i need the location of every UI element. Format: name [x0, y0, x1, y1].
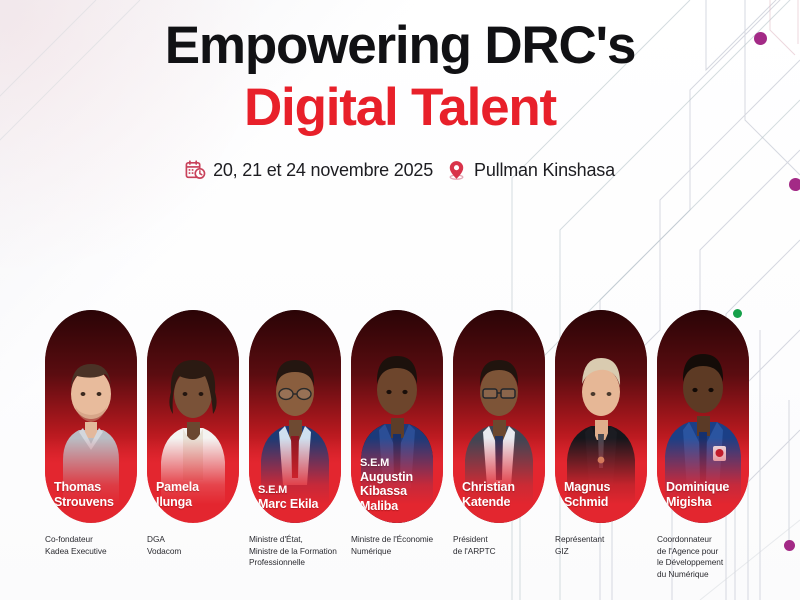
speaker-card-dominique-migisha: Dominique Migisha Coordonnateur de l'Agen… — [657, 310, 749, 590]
speaker-name-line-2: Ilunga — [156, 494, 192, 509]
location-pin-icon — [449, 161, 464, 180]
speakers-row: Thomas Strouvens Co-fondateur Kadea Execu… — [45, 310, 757, 590]
speaker-role: Ministre de l'Économie Numérique — [351, 534, 434, 556]
speaker-name: S.E.M Marc Ekila — [249, 484, 341, 512]
speaker-card-pamela-ilunga: Pamela Ilunga DGA Vodacom — [147, 310, 239, 590]
speaker-portrait-photo — [351, 310, 443, 523]
speaker-name: Thomas Strouvens — [45, 480, 137, 509]
speaker-name-line-2: Kibassa Maliba — [360, 484, 407, 513]
speaker-role: Ministre d'État, Ministre de la Formation… — [249, 534, 337, 567]
speaker-honorific: S.E.M — [258, 483, 288, 496]
speaker-name: Pamela Ilunga — [147, 480, 239, 509]
speaker-name-line-1: Augustin — [360, 469, 413, 484]
speaker-name-line-1: Christian — [462, 480, 515, 494]
speaker-honorific: S.E.M — [360, 456, 390, 469]
speaker-card-augustin-kibassa-maliba: S.E.M Augustin Kibassa Maliba Ministre de… — [351, 310, 443, 590]
speaker-portrait-photo — [249, 310, 341, 523]
speaker-name-line-1: Thomas — [54, 480, 102, 494]
speaker-portrait-frame: Thomas Strouvens — [45, 310, 137, 523]
speaker-portrait-frame: S.E.M Marc Ekila — [249, 310, 341, 523]
speaker-name-line-2: Migisha — [666, 494, 712, 509]
speaker-portrait-frame: Dominique Migisha — [657, 310, 749, 523]
speaker-card-christian-katende: Christian Katende Président de l'ARPTC — [453, 310, 545, 590]
title-line-accent: Digital Talent — [243, 78, 557, 137]
speaker-name: Christian Katende — [453, 480, 545, 509]
speaker-name-line-1: Pamela — [156, 480, 199, 494]
speaker-name: Magnus Schmid — [555, 480, 647, 509]
speaker-portrait-photo — [45, 310, 137, 523]
event-date: 20, 21 et 24 novembre 2025 — [185, 160, 433, 181]
speaker-portrait-frame: Pamela Ilunga — [147, 310, 239, 523]
speaker-portrait-frame: Christian Katende — [453, 310, 545, 523]
page-title: Empowering DRC's Digital Talent — [0, 16, 800, 138]
speaker-name-line-2: Strouvens — [54, 494, 114, 509]
speaker-portrait-frame: Magnus Schmid — [555, 310, 647, 523]
event-date-text: 20, 21 et 24 novembre 2025 — [213, 160, 434, 180]
speaker-name: S.E.M Augustin Kibassa Maliba — [351, 457, 443, 514]
speaker-portrait-photo — [147, 310, 239, 523]
event-venue: Pullman Kinshasa — [446, 160, 615, 181]
speaker-card-thomas-strouvens: Thomas Strouvens Co-fondateur Kadea Execu… — [45, 310, 137, 590]
speaker-name-line-1: Magnus — [564, 480, 611, 494]
event-venue-text: Pullman Kinshasa — [474, 160, 615, 180]
speaker-card-magnus-schmid: Magnus Schmid Représentant GIZ — [555, 310, 647, 590]
speaker-name-line-2: Katende — [462, 494, 511, 509]
magenta-dot-bottom-right — [784, 540, 795, 551]
speaker-portrait-frame: S.E.M Augustin Kibassa Maliba — [351, 310, 443, 523]
speaker-role: Représentant GIZ — [555, 534, 605, 556]
speaker-name: Dominique Migisha — [657, 480, 749, 509]
speaker-role: Président de l'ARPTC — [453, 534, 496, 556]
title-line-primary: Empowering DRC's — [164, 16, 637, 75]
speaker-name-line-2: Schmid — [564, 494, 609, 509]
event-meta-row: 20, 21 et 24 novembre 2025 Pullman Kinsh… — [0, 160, 800, 181]
speaker-role: Co-fondateur Kadea Executive — [45, 534, 107, 556]
speaker-role: Coordonnateur de l'Agence pour le Développ… — [657, 534, 724, 579]
speaker-role: DGA Vodacom — [147, 534, 182, 556]
calendar-clock-icon — [185, 160, 206, 179]
speaker-card-marc-ekila: S.E.M Marc Ekila Ministre d'État, Ministr… — [249, 310, 341, 590]
speaker-name-line-1: Dominique — [666, 480, 730, 494]
speaker-name-line-1: Marc Ekila — [258, 496, 319, 511]
